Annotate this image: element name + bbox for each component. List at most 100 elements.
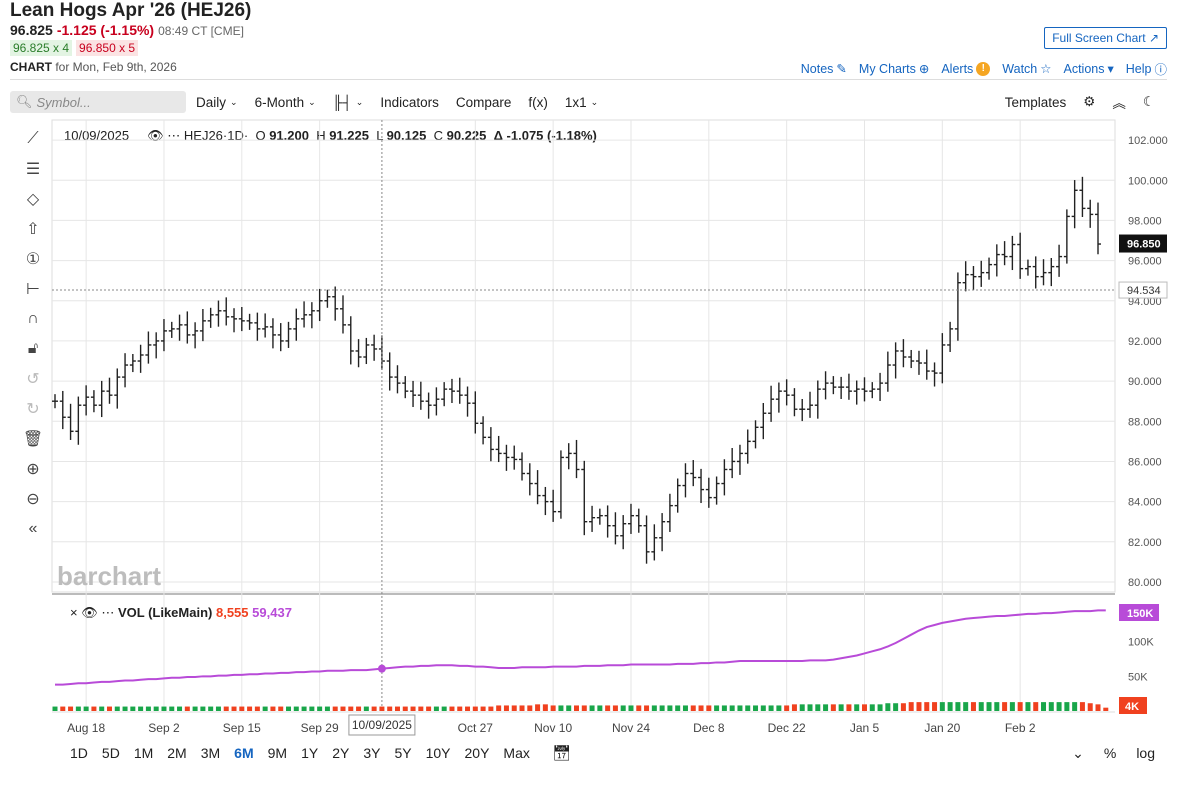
- dark-mode-icon[interactable]: ☾: [1142, 94, 1155, 109]
- fx-button[interactable]: f(x): [528, 94, 548, 110]
- volume-bar: [900, 703, 906, 711]
- volume-bar: [628, 705, 634, 711]
- range-select[interactable]: 6-Month ⌄: [255, 95, 316, 110]
- full-screen-button[interactable]: Full Screen Chart ↗: [1044, 27, 1167, 49]
- volume-bar: [332, 706, 338, 711]
- volume-bar: [1087, 703, 1093, 711]
- period-9m[interactable]: 9M: [267, 745, 288, 761]
- period-3y[interactable]: 3Y: [363, 745, 381, 761]
- ohlc-bar: [441, 382, 448, 407]
- alerts-label: Alerts: [941, 61, 974, 76]
- last-price-box: [1119, 234, 1167, 253]
- notes-link[interactable]: Notes ✎: [800, 61, 847, 77]
- ohlc-bar: [410, 380, 417, 408]
- chart-date: CHART for Mon, Feb 9th, 2026: [10, 60, 177, 74]
- ohlc-bar: [52, 394, 58, 409]
- volume-bar: [753, 705, 759, 711]
- compare-button[interactable]: Compare: [455, 94, 512, 110]
- ohlc-bar: [293, 308, 300, 341]
- period-5d[interactable]: 5D: [101, 745, 120, 761]
- ohlc-bar: [908, 349, 915, 369]
- bid: 96.825 x 4: [10, 40, 73, 56]
- volume-avg: 59,437: [252, 605, 292, 620]
- price-pane-frame: [51, 119, 1116, 593]
- double-chevron-down-icon[interactable]: ⌄: [1072, 745, 1084, 761]
- watermark: barchart: [57, 561, 161, 591]
- trendline-icon[interactable]: ⟋: [27, 130, 39, 147]
- percent-toggle[interactable]: %: [1103, 745, 1117, 761]
- ohlc-bar: [690, 460, 697, 487]
- collapse-icon[interactable]: ︽: [1112, 96, 1126, 111]
- volume-bar: [394, 706, 400, 711]
- ohlc-bar: [355, 339, 362, 368]
- volume-bar: [651, 705, 657, 711]
- period-3m[interactable]: 3M: [200, 745, 221, 761]
- calendar-icon[interactable]: 📅︎: [552, 745, 572, 762]
- ohlc-bar: [386, 352, 393, 391]
- period-5y[interactable]: 5Y: [394, 745, 412, 761]
- period-2y[interactable]: 2Y: [332, 745, 350, 761]
- ohlc-bar: [1056, 244, 1063, 277]
- period-1y[interactable]: 1Y: [301, 745, 319, 761]
- measure-icon[interactable]: ⊢: [26, 281, 40, 298]
- annotation-icon[interactable]: ①: [25, 251, 41, 268]
- ohlc-bar: [814, 380, 821, 419]
- period-10y[interactable]: 10Y: [425, 745, 451, 761]
- templates-button[interactable]: Templates: [1004, 94, 1067, 110]
- period-max[interactable]: Max: [503, 745, 530, 761]
- symbol-search[interactable]: 🔍︎ Symbol...: [10, 91, 186, 113]
- eye-icon[interactable]: 👁︎: [81, 605, 98, 620]
- volume-bar: [106, 706, 112, 711]
- trash-icon[interactable]: 🗑︎: [22, 431, 44, 448]
- shape-icon[interactable]: ◇: [26, 191, 40, 208]
- help-link[interactable]: Help ⓘ: [1126, 59, 1167, 78]
- drawing-tools: ⟋ ☰ ◇ ⇧ ① ⊢ ∩ 🔓︎ ↺ ↻ 🗑︎ ⊕ ⊖ «: [18, 124, 48, 544]
- zoom-in-icon[interactable]: ⊕: [26, 461, 40, 478]
- period-1m[interactable]: 1M: [133, 745, 154, 761]
- layout-select[interactable]: 1x1 ⌄: [565, 95, 598, 110]
- my-charts-link[interactable]: My Charts ⊕: [859, 61, 929, 77]
- info-high: 91.225: [329, 128, 369, 143]
- fib-icon[interactable]: ☰: [25, 161, 41, 178]
- volume-bar: [371, 706, 377, 711]
- chevron-down-icon: ⌄: [355, 96, 364, 107]
- ohlc-bar: [339, 295, 346, 334]
- ohlc-bar: [861, 377, 868, 402]
- zoom-out-icon[interactable]: ⊖: [26, 491, 40, 508]
- full-screen-label: Full Screen Chart: [1052, 31, 1146, 45]
- interval-select[interactable]: Daily ⌄: [196, 95, 238, 110]
- period-6m[interactable]: 6M: [234, 745, 254, 761]
- period-20y[interactable]: 20Y: [464, 745, 490, 761]
- volume-label: VOL (LikeMain): [117, 605, 213, 620]
- chart-type-select[interactable]: ╟┤ ⌄: [333, 95, 364, 110]
- magnet-icon[interactable]: ∩: [27, 310, 39, 327]
- ohlc-bar: [962, 261, 969, 292]
- ohlc-bar: [534, 470, 541, 505]
- volume-bar: [317, 706, 323, 711]
- redo-icon[interactable]: ↻: [26, 401, 40, 418]
- eye-icon[interactable]: 👁︎: [147, 128, 164, 143]
- close-icon[interactable]: ×: [70, 605, 78, 620]
- arrow-up-icon[interactable]: ⇧: [26, 221, 40, 238]
- period-1d[interactable]: 1D: [70, 745, 88, 761]
- lock-icon[interactable]: 🔓︎: [27, 340, 39, 357]
- settings-icon[interactable]: ⚙: [1083, 94, 1096, 109]
- watch-link[interactable]: Watch ☆: [1002, 61, 1051, 77]
- ohlc-bar: [448, 378, 455, 403]
- undo-icon[interactable]: ↺: [26, 371, 40, 388]
- ohlc-bar: [744, 429, 751, 464]
- volume-bar: [223, 706, 229, 711]
- period-2m[interactable]: 2M: [167, 745, 187, 761]
- indicators-button[interactable]: Indicators: [380, 94, 439, 110]
- volume-bar: [177, 706, 183, 711]
- collapse-left-icon[interactable]: «: [28, 520, 38, 537]
- ohlc-bar: [511, 445, 518, 470]
- ohlc-bar: [682, 463, 689, 498]
- volume-bar: [418, 706, 424, 711]
- actions-link[interactable]: Actions ▾: [1063, 61, 1113, 77]
- log-toggle[interactable]: log: [1136, 745, 1155, 761]
- notes-label: Notes: [800, 61, 834, 76]
- volume-bar: [939, 702, 945, 711]
- alerts-link[interactable]: Alerts!: [941, 61, 991, 76]
